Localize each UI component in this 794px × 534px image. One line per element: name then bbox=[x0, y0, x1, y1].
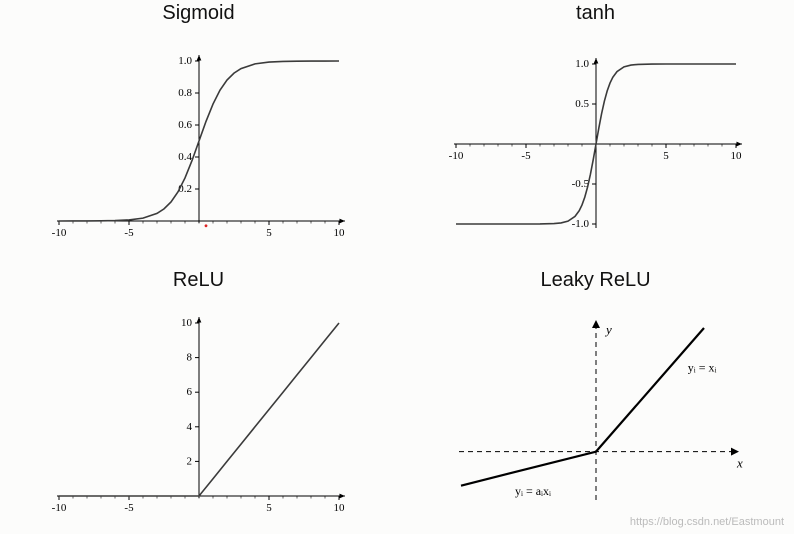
chart-relu: -10 -5 5 10 2 4 6 8 10 bbox=[34, 308, 364, 518]
svg-text:5: 5 bbox=[663, 150, 669, 162]
svg-text:yᵢ = xᵢ: yᵢ = xᵢ bbox=[687, 360, 716, 374]
svg-text:-10: -10 bbox=[448, 150, 463, 162]
svg-text:0.8: 0.8 bbox=[178, 87, 192, 99]
panel-relu: ReLU -10 -5 5 10 2 4 6 8 10 bbox=[0, 267, 397, 534]
svg-text:10: 10 bbox=[730, 150, 742, 162]
svg-text:-5: -5 bbox=[124, 227, 134, 239]
svg-text:x: x bbox=[736, 456, 743, 471]
svg-text:4: 4 bbox=[186, 421, 192, 433]
plot-leaky-relu: x y yᵢ = xᵢ yᵢ = aᵢxᵢ bbox=[397, 292, 794, 534]
svg-text:0.6: 0.6 bbox=[178, 119, 192, 131]
panel-sigmoid: Sigmoid -10-55100.20.40.60.81.0 bbox=[0, 0, 397, 267]
svg-text:y: y bbox=[604, 322, 612, 337]
svg-text:2: 2 bbox=[186, 455, 192, 467]
watermark: https://blog.csdn.net/Eastmount bbox=[630, 516, 784, 528]
svg-text:8: 8 bbox=[186, 352, 192, 364]
chart-sigmoid: -10-55100.20.40.60.81.0 bbox=[34, 46, 364, 246]
svg-text:10: 10 bbox=[333, 502, 345, 514]
chart-tanh: -10-5510-1.0-0.50.51.0 bbox=[431, 46, 761, 246]
svg-text:-10: -10 bbox=[51, 502, 66, 514]
plot-sigmoid: -10-55100.20.40.60.81.0 bbox=[0, 25, 397, 267]
title-tanh: tanh bbox=[576, 2, 615, 25]
title-sigmoid: Sigmoid bbox=[162, 2, 234, 25]
svg-text:5: 5 bbox=[266, 227, 272, 239]
svg-text:-10: -10 bbox=[51, 227, 66, 239]
plot-tanh: -10-5510-1.0-0.50.51.0 bbox=[397, 25, 794, 267]
svg-text:10: 10 bbox=[181, 317, 193, 329]
chart-leaky-relu: x y yᵢ = xᵢ yᵢ = aᵢxᵢ bbox=[431, 308, 761, 518]
svg-text:5: 5 bbox=[266, 502, 272, 514]
svg-text:0.4: 0.4 bbox=[178, 151, 192, 163]
svg-text:1.0: 1.0 bbox=[575, 58, 589, 70]
svg-text:-5: -5 bbox=[124, 502, 134, 514]
svg-text:0.5: 0.5 bbox=[575, 98, 589, 110]
title-leaky-relu: Leaky ReLU bbox=[540, 269, 650, 292]
svg-text:-1.0: -1.0 bbox=[571, 218, 589, 230]
svg-text:-5: -5 bbox=[521, 150, 531, 162]
svg-text:1.0: 1.0 bbox=[178, 55, 192, 67]
svg-text:yᵢ = aᵢxᵢ: yᵢ = aᵢxᵢ bbox=[515, 484, 551, 498]
svg-text:6: 6 bbox=[186, 386, 192, 398]
title-relu: ReLU bbox=[173, 269, 224, 292]
panel-tanh: tanh -10-5510-1.0-0.50.51.0 bbox=[397, 0, 794, 267]
panel-leaky-relu: Leaky ReLU x y yᵢ = xᵢ yᵢ = aᵢxᵢ bbox=[397, 267, 794, 534]
svg-text:10: 10 bbox=[333, 227, 345, 239]
activation-functions-grid: Sigmoid -10-55100.20.40.60.81.0 tanh -10… bbox=[0, 0, 794, 534]
plot-relu: -10 -5 5 10 2 4 6 8 10 bbox=[0, 292, 397, 534]
